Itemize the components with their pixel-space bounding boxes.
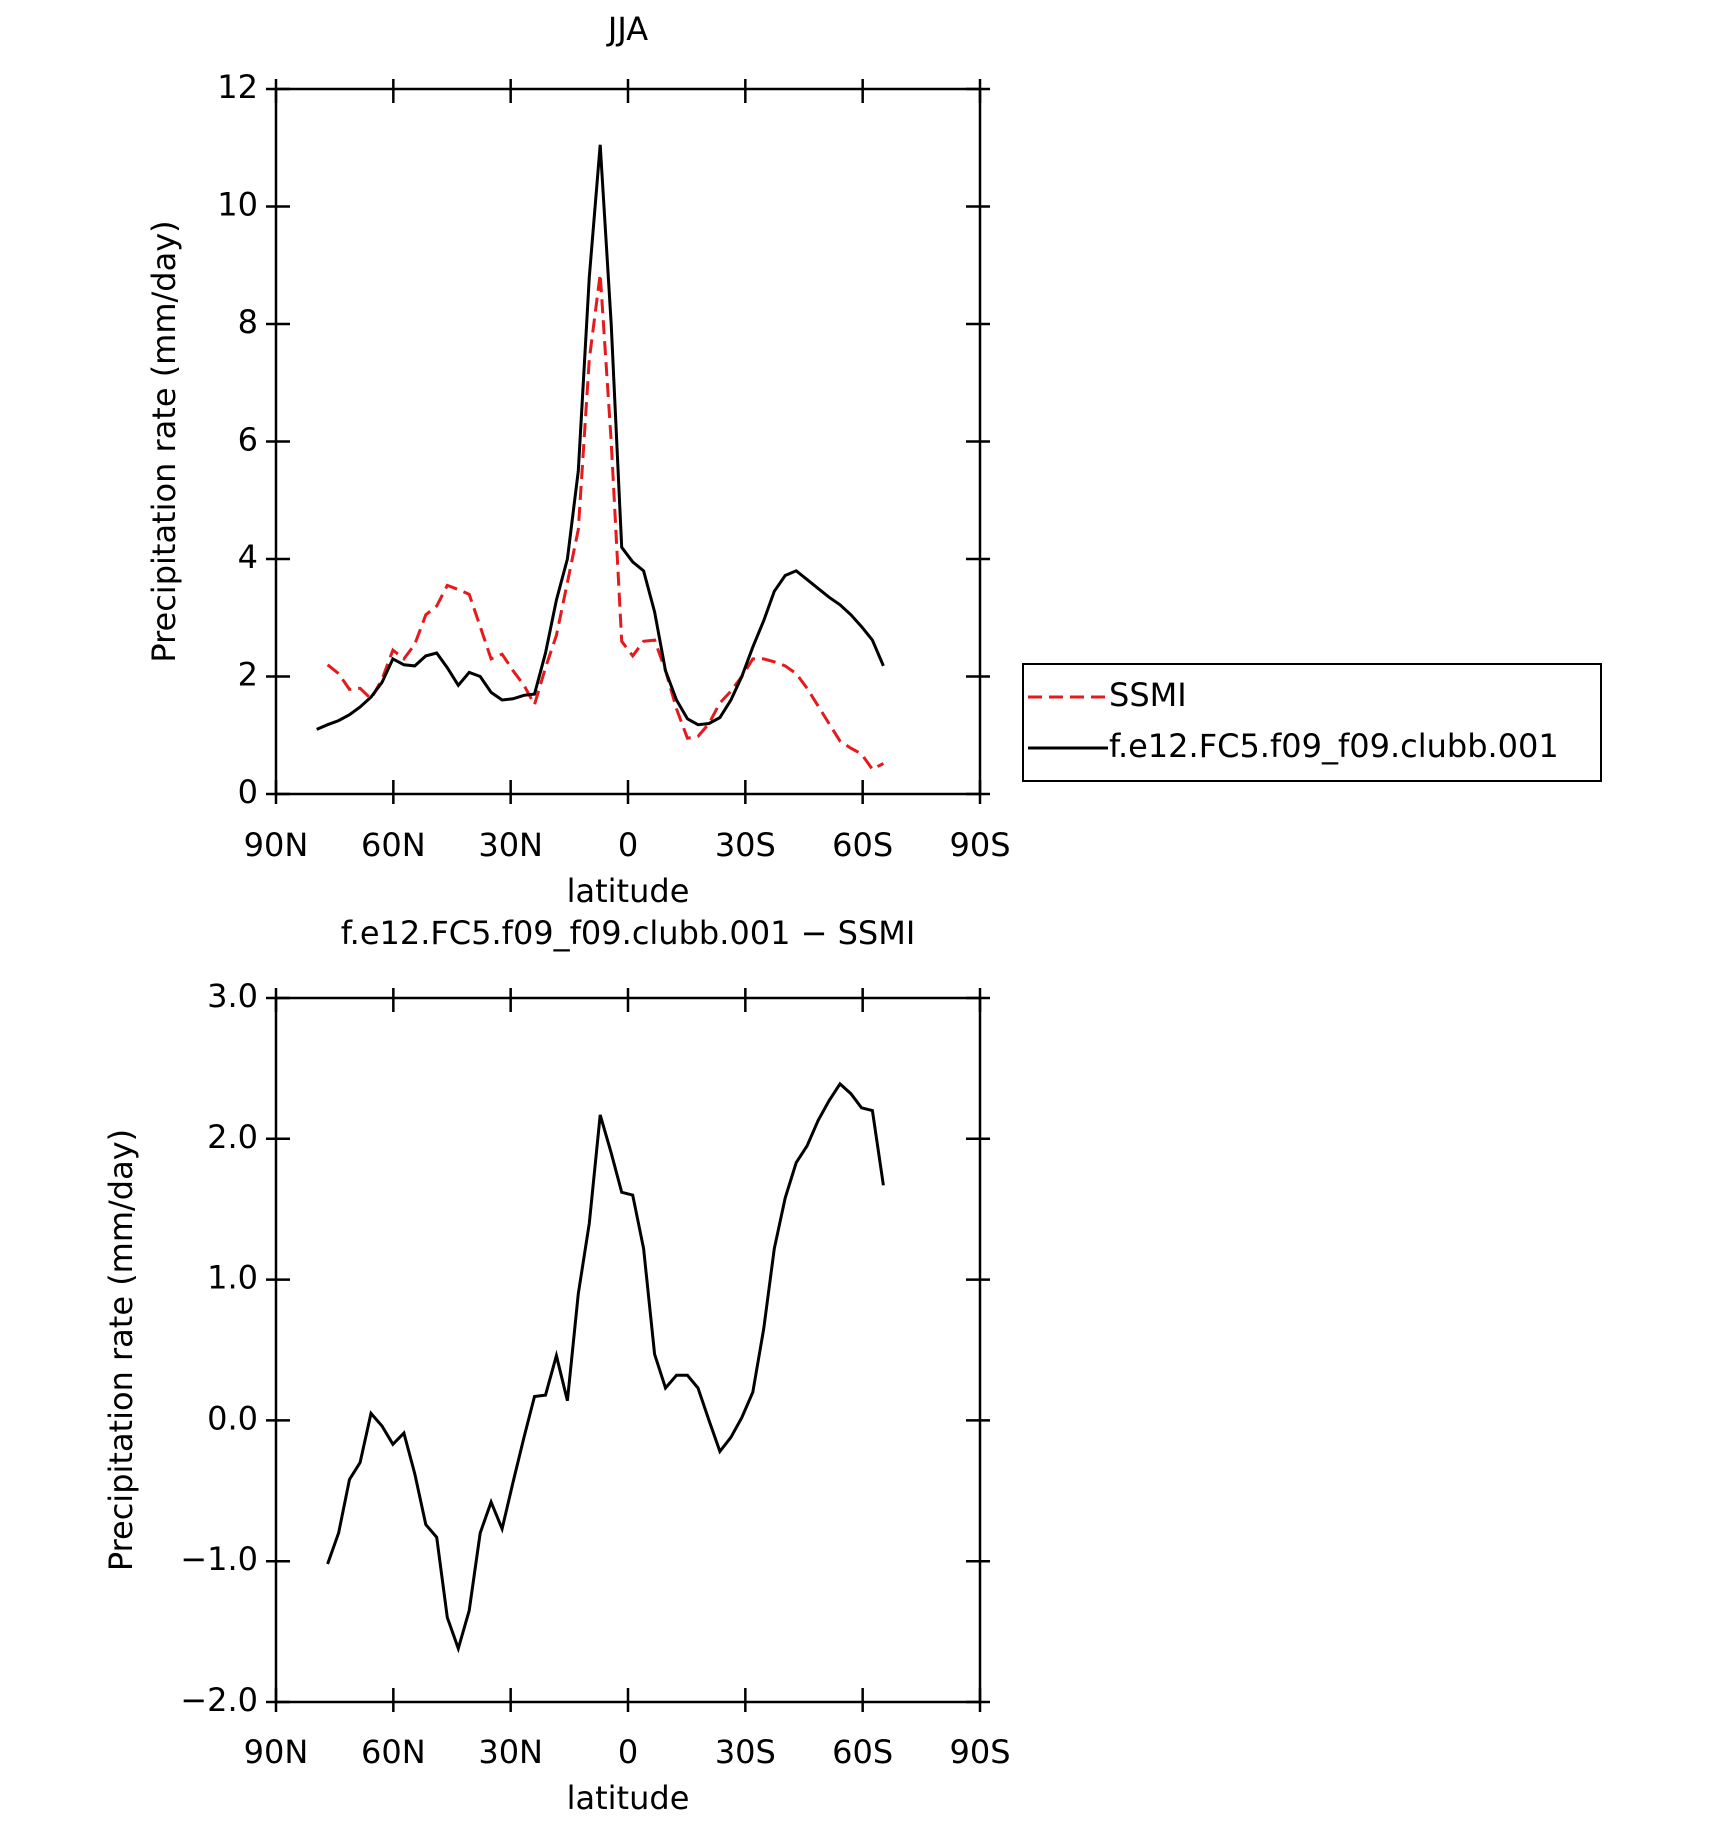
y-tick-label: 1.0 [207,1259,258,1297]
data-line [326,273,885,772]
y-tick-label: 2 [238,656,258,694]
y-tick-label: −1.0 [180,1540,258,1578]
y-tick-label: 3.0 [207,977,258,1015]
chart-title: f.e12.FC5.f09_f09.clubb.001 − SSMI [341,914,916,952]
y-tick-label: 2.0 [207,1118,258,1156]
x-tick-label: 30N [478,826,543,864]
x-tick-label: 30S [715,826,776,864]
plot-frame [274,996,982,1704]
x-tick-label: 90S [949,826,1010,864]
x-axis-label: latitude [567,872,690,910]
x-axis-label: latitude [567,1779,690,1817]
y-tick-label: −2.0 [180,1681,258,1719]
x-tick-label: 90N [244,826,309,864]
data-line [316,144,885,731]
x-tick-label: 60S [832,826,893,864]
x-tick-label: 60S [832,1733,893,1771]
legend-box [1022,663,1602,782]
y-tick-label: 12 [217,68,258,106]
chart-title: JJA [606,10,648,48]
y-axis-label: Precipitation rate (mm/day) [145,220,183,662]
x-tick-label: 0 [618,1733,638,1771]
y-tick-label: 0.0 [207,1399,258,1437]
x-tick-label: 30S [715,1733,776,1771]
y-tick-label: 4 [238,538,258,576]
plot-frame [274,87,982,796]
y-tick-label: 10 [217,186,258,224]
legend-label: f.e12.FC5.f09_f09.clubb.001 [1109,727,1559,765]
x-tick-label: 60N [361,826,426,864]
x-tick-label: 90S [949,1733,1010,1771]
x-tick-label: 60N [361,1733,426,1771]
y-axis-label: Precipitation rate (mm/day) [102,1129,140,1571]
legend-label: SSMI [1109,676,1187,714]
y-tick-label: 0 [238,773,258,811]
x-tick-label: 0 [618,826,638,864]
data-line [326,1081,885,1654]
x-tick-label: 30N [478,1733,543,1771]
x-tick-label: 90N [244,1733,309,1771]
y-tick-label: 6 [238,421,258,459]
y-tick-label: 8 [238,303,258,341]
